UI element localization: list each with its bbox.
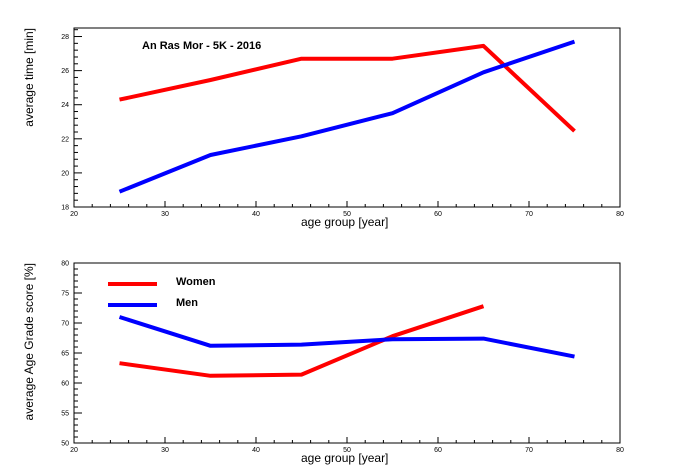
y-tick-label: 24 bbox=[61, 102, 69, 109]
legend: Women Men bbox=[108, 276, 216, 309]
x-tick-label: 70 bbox=[525, 447, 533, 454]
x-tick-label: 40 bbox=[252, 211, 260, 218]
y-tick-label: 50 bbox=[61, 441, 69, 448]
y-axis-label: average Age Grade score [%] bbox=[22, 263, 36, 420]
y-tick-label: 26 bbox=[61, 68, 69, 75]
chart-2: 20 30 40 50 60 70 80 50 55 60 65 70 75 80 age group [y… bbox=[22, 261, 624, 466]
x-tick-label: 30 bbox=[161, 211, 169, 218]
y-tick-label: 75 bbox=[61, 291, 69, 298]
x-tick-label: 80 bbox=[616, 211, 624, 218]
chart-title: An Ras Mor - 5K - 2016 bbox=[142, 40, 261, 52]
y-tick-label: 60 bbox=[61, 381, 69, 388]
y-tick-label: 28 bbox=[61, 34, 69, 41]
x-tick-label: 30 bbox=[161, 447, 169, 454]
x-tick-label: 70 bbox=[525, 211, 533, 218]
x-tick-label: 60 bbox=[434, 447, 442, 454]
legend-label-men: Men bbox=[176, 297, 198, 309]
x-tick-label: 50 bbox=[343, 211, 351, 218]
y-tick-label: 20 bbox=[61, 170, 69, 177]
y-tick-label: 80 bbox=[61, 261, 69, 268]
x-tick-label: 60 bbox=[434, 211, 442, 218]
y-tick-label: 18 bbox=[61, 205, 69, 212]
y-tick-label: 70 bbox=[61, 321, 69, 328]
y-axis-label: average time [min] bbox=[22, 28, 36, 127]
y-tick-label: 55 bbox=[61, 411, 69, 418]
x-tick-label: 20 bbox=[70, 211, 78, 218]
x-axis-label: age group [year] bbox=[301, 451, 388, 465]
x-tick-label: 50 bbox=[343, 447, 351, 454]
series-line-red bbox=[119, 43, 576, 133]
x-tick-label: 20 bbox=[70, 447, 78, 454]
x-tick-label: 40 bbox=[252, 447, 260, 454]
series-line-blue bbox=[118, 39, 576, 194]
legend-label-women: Women bbox=[176, 276, 216, 288]
x-tick-label: 80 bbox=[616, 447, 624, 454]
x-axis-label: age group [year] bbox=[301, 215, 388, 229]
y-tick-label: 65 bbox=[61, 351, 69, 358]
y-tick-label: 22 bbox=[61, 136, 69, 143]
series-line-women bbox=[119, 304, 485, 378]
plot-frame bbox=[73, 262, 621, 444]
series-line-men bbox=[118, 315, 575, 359]
